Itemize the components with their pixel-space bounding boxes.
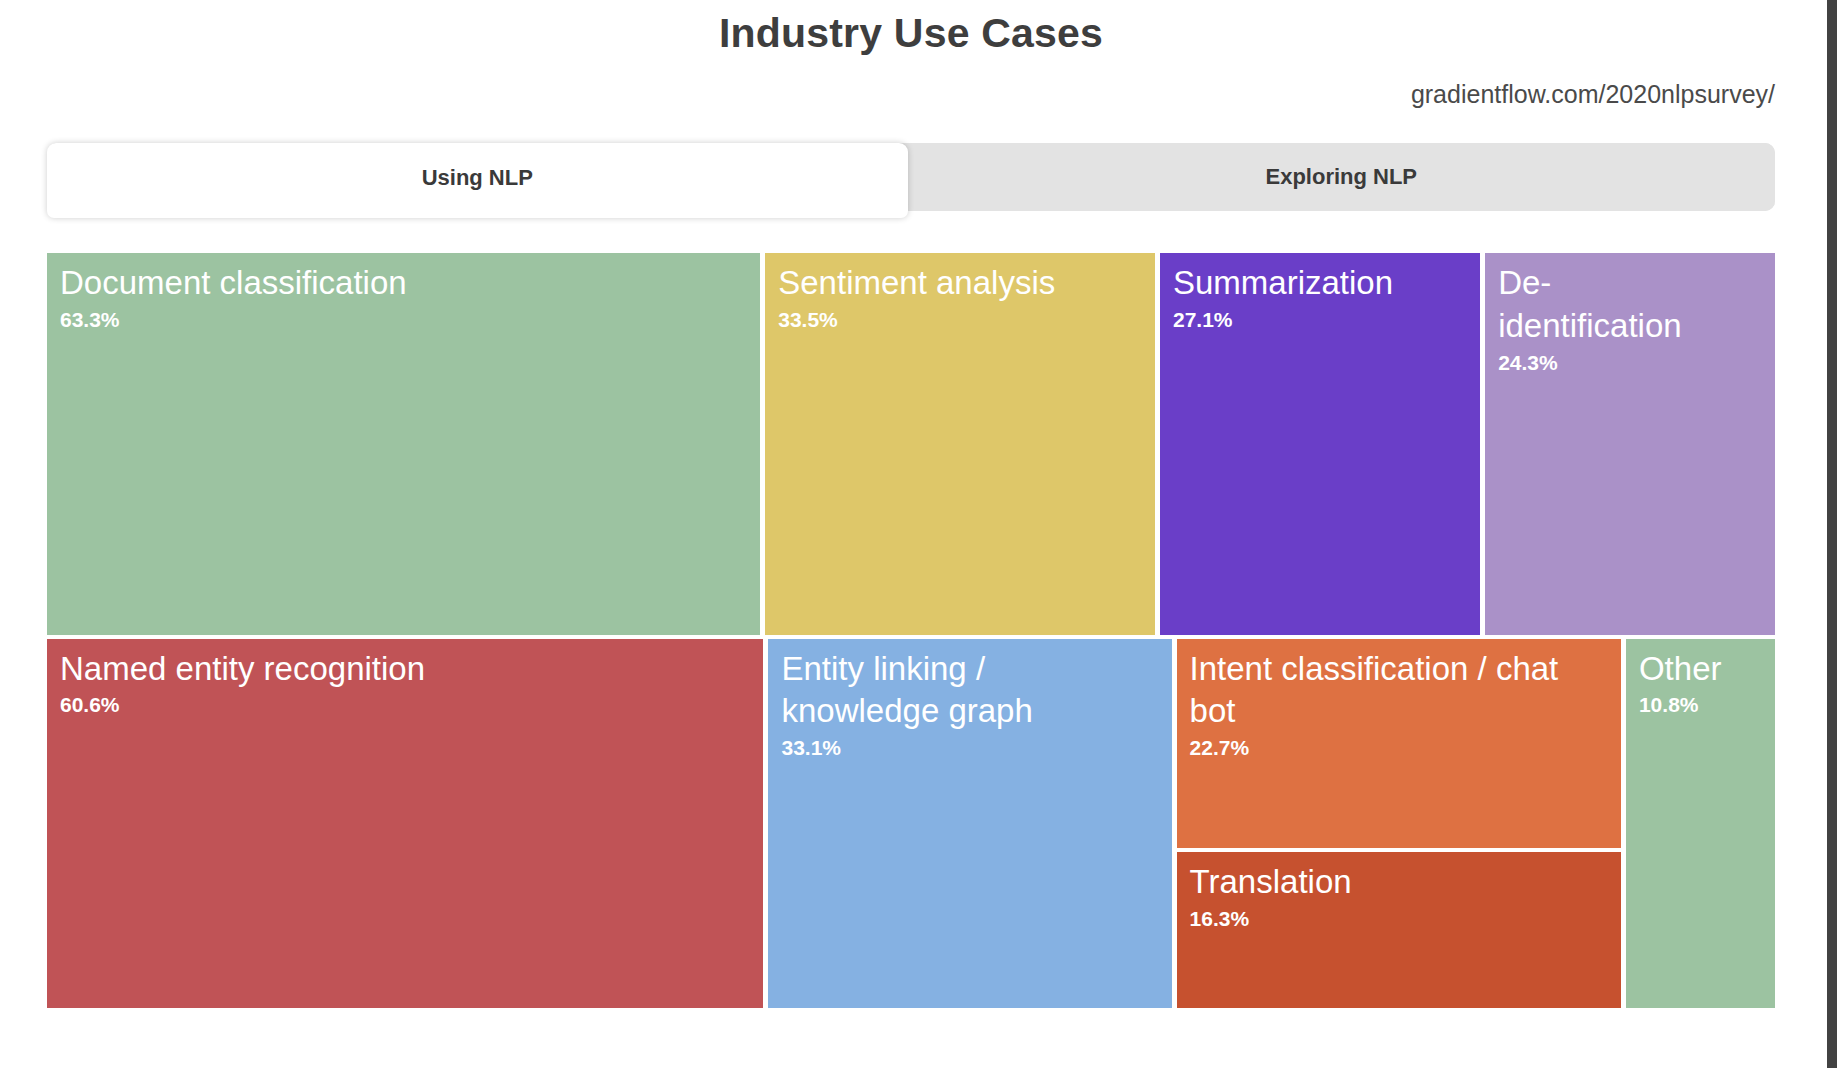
cell-label: Entity linking / knowledge graph xyxy=(781,648,1065,734)
tab-using-nlp[interactable]: Using NLP xyxy=(47,143,908,218)
tab-using-nlp-label: Using NLP xyxy=(422,165,533,191)
treemap-cell-translation[interactable]: Translation 16.3% xyxy=(1177,852,1621,1008)
treemap-cell-summarization[interactable]: Summarization 27.1% xyxy=(1160,253,1480,635)
treemap-chart: Document classification 63.3% Sentiment … xyxy=(47,253,1775,1008)
treemap-stack-column: Intent classification / chat bot 22.7% T… xyxy=(1177,639,1621,1008)
cell-value: 24.3% xyxy=(1498,351,1762,375)
cell-label: Other xyxy=(1639,648,1762,691)
cell-value: 22.7% xyxy=(1190,736,1608,760)
cell-value: 63.3% xyxy=(60,308,747,332)
cell-value: 33.1% xyxy=(781,736,1158,760)
cell-value: 10.8% xyxy=(1639,693,1762,717)
window-edge-strip xyxy=(1827,0,1837,1068)
cell-label: Named entity recognition xyxy=(60,648,750,691)
cell-label: Intent classification / chat bot xyxy=(1190,648,1586,734)
treemap-row-bottom: Named entity recognition 60.6% Entity li… xyxy=(47,639,1775,1008)
cell-label: Translation xyxy=(1190,861,1608,904)
cell-label: Summarization xyxy=(1173,262,1467,305)
cell-value: 27.1% xyxy=(1173,308,1467,332)
cell-label: Document classification xyxy=(60,262,747,305)
cell-value: 16.3% xyxy=(1190,907,1608,931)
treemap-cell-sentiment-analysis[interactable]: Sentiment analysis 33.5% xyxy=(765,253,1155,635)
treemap-cell-de-identification[interactable]: De-identification 24.3% xyxy=(1485,253,1775,635)
treemap-cell-other[interactable]: Other 10.8% xyxy=(1626,639,1775,1008)
cell-label: Sentiment analysis xyxy=(778,262,1142,305)
cell-value: 60.6% xyxy=(60,693,750,717)
source-url: gradientflow.com/2020nlpsurvey/ xyxy=(1411,80,1775,109)
tab-exploring-nlp-label: Exploring NLP xyxy=(1265,164,1417,190)
page-title: Industry Use Cases xyxy=(47,10,1775,57)
tab-bar: Using NLP Exploring NLP xyxy=(47,143,1775,211)
treemap-cell-entity-linking-knowledge-graph[interactable]: Entity linking / knowledge graph 33.1% xyxy=(768,639,1171,1008)
treemap-row-top: Document classification 63.3% Sentiment … xyxy=(47,253,1775,635)
treemap-cell-named-entity-recognition[interactable]: Named entity recognition 60.6% xyxy=(47,639,763,1008)
cell-value: 33.5% xyxy=(778,308,1142,332)
treemap-cell-document-classification[interactable]: Document classification 63.3% xyxy=(47,253,760,635)
cell-label: De-identification xyxy=(1498,262,1713,348)
tab-exploring-nlp[interactable]: Exploring NLP xyxy=(908,143,1775,211)
treemap-cell-intent-classification-chat-bot[interactable]: Intent classification / chat bot 22.7% xyxy=(1177,639,1621,849)
